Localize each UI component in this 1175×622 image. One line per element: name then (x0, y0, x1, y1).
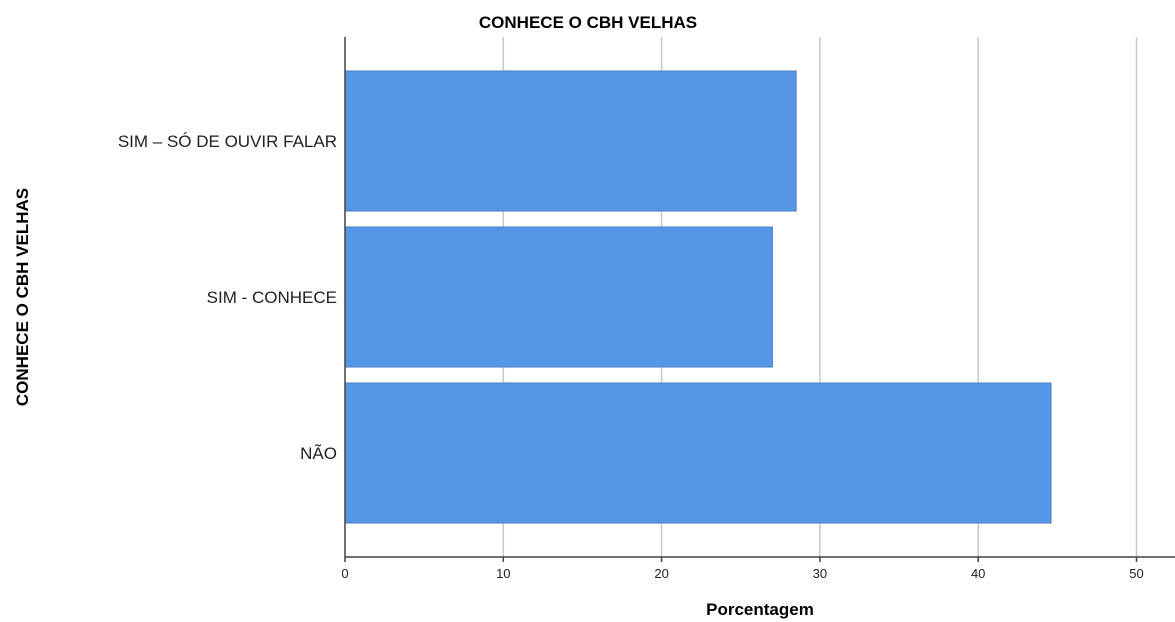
bar-0 (344, 70, 797, 212)
y-axis-title: CONHECE O CBH VELHAS (13, 188, 32, 406)
axes (344, 37, 1175, 562)
category-label: SIM – SÓ DE OUVIR FALAR (118, 132, 337, 151)
x-tick-label: 30 (813, 566, 827, 581)
x-tick-label: 50 (1129, 566, 1143, 581)
x-axis-title: Porcentagem (706, 600, 814, 619)
bars (344, 70, 1052, 524)
x-tick-label: 10 (496, 566, 510, 581)
category-labels: SIM – SÓ DE OUVIR FALAR SIM - CONHECE NÃO (118, 132, 337, 463)
bar-2 (344, 382, 1052, 524)
x-tick-label: 40 (971, 566, 985, 581)
category-label: NÃO (300, 444, 337, 463)
bar-1 (344, 226, 773, 368)
chart-title: CONHECE O CBH VELHAS (479, 13, 697, 32)
x-tick-label: 20 (654, 566, 668, 581)
x-tick-labels: 0 10 20 30 40 50 (341, 566, 1143, 581)
x-tick-label: 0 (341, 566, 348, 581)
category-label: SIM - CONHECE (207, 288, 337, 307)
